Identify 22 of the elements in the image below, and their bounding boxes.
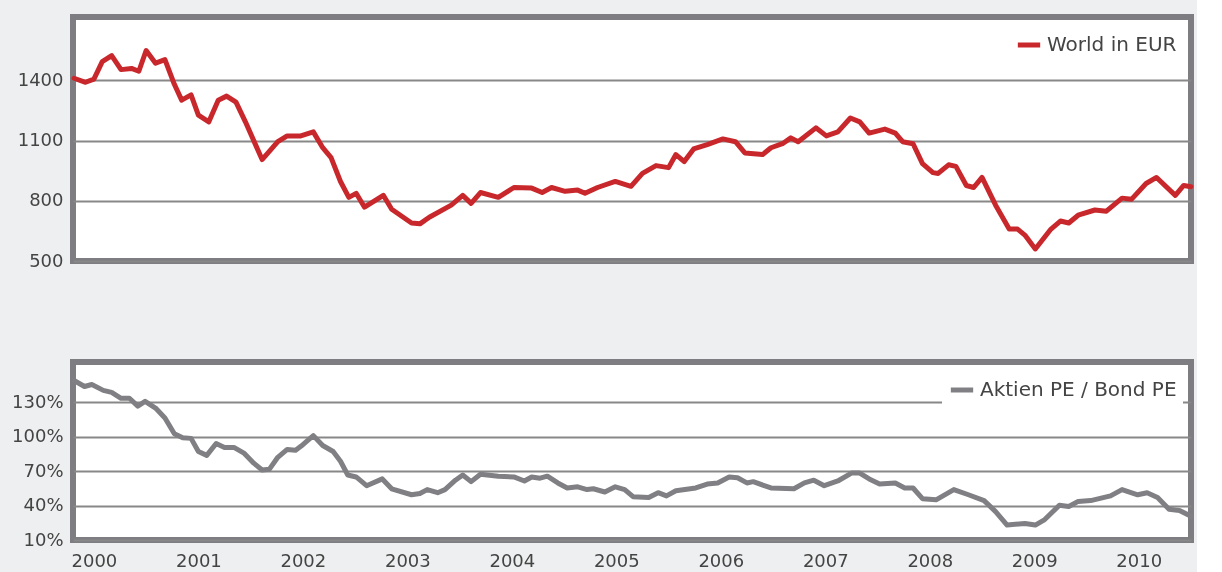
y-tick-label: 500: [29, 249, 64, 271]
y-tick-label: 800: [29, 189, 64, 211]
y-tick-label: 130%: [12, 390, 64, 412]
y-tick-label: 1100: [17, 129, 64, 151]
x-tick-label: 2009: [1011, 549, 1058, 571]
y-tick-label: 10%: [23, 528, 64, 550]
y-tick-label: 40%: [23, 494, 64, 516]
x-tick-label: 2001: [175, 549, 222, 571]
legend-label: World in EUR: [1047, 32, 1177, 56]
x-tick-label: 2005: [593, 549, 640, 571]
x-tick-label: 2003: [384, 549, 431, 571]
y-tick-label: 1400: [17, 68, 64, 90]
y-tick-label: 70%: [23, 459, 64, 481]
x-tick-label: 2000: [71, 549, 118, 571]
legend-label: Aktien PE / Bond PE: [980, 377, 1177, 401]
x-tick-label: 2004: [489, 549, 536, 571]
x-tick-label: 2010: [1116, 549, 1163, 571]
x-tick-label: 2002: [280, 549, 327, 571]
y-tick-label: 100%: [12, 425, 64, 447]
x-tick-label: 2007: [802, 549, 849, 571]
x-tick-label: 2006: [698, 549, 745, 571]
x-tick-label: 2008: [907, 549, 954, 571]
